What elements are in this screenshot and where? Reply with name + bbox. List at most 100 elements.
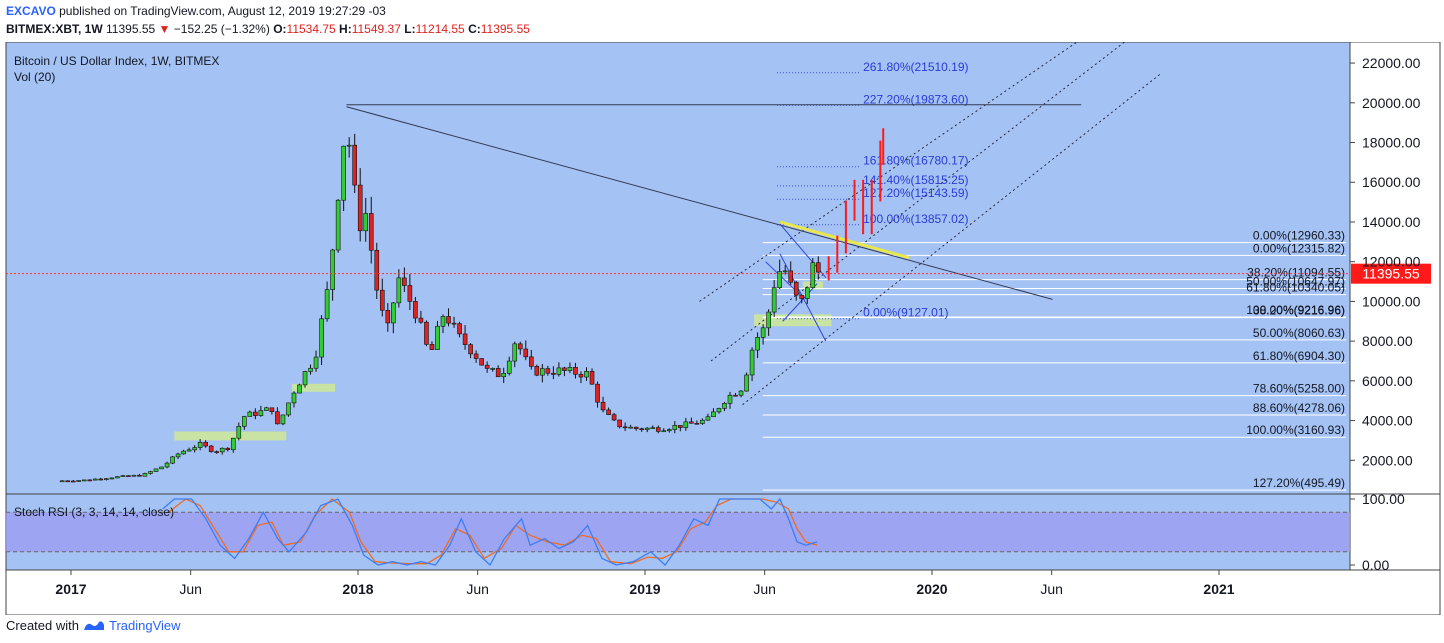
candle-up <box>264 407 269 411</box>
candle-down <box>225 447 231 451</box>
high-label: H: <box>339 22 352 36</box>
chart-svg[interactable]: 0.00%(12960.33)0.00%(12315.82) 38.20%(110… <box>0 42 1444 615</box>
candle-down <box>495 368 501 378</box>
last-price-tag <box>1351 263 1431 284</box>
candle-up <box>308 367 313 372</box>
candle-down <box>98 478 104 481</box>
fib-extension-label: 161.80%(16780.17) <box>863 154 968 168</box>
fib-level-label: 100.00%(3160.93) <box>1246 423 1345 437</box>
candle-up <box>727 394 733 404</box>
last-price-tag-label: 11395.55 <box>1362 266 1420 282</box>
price-tick-label: 2000.00 <box>1362 452 1413 468</box>
candle-up <box>363 213 369 232</box>
candle-down <box>374 249 380 291</box>
candle-up <box>104 478 109 480</box>
candle-down <box>357 184 363 232</box>
candle-down <box>639 428 644 431</box>
candle-up <box>159 466 164 470</box>
candle-down <box>203 442 208 447</box>
pattern-line <box>782 283 818 322</box>
fib-level-label: 38.20%(9216.96) <box>1253 304 1345 318</box>
stoch-d-line <box>168 498 818 565</box>
candle-down <box>589 371 595 385</box>
trendline-descending <box>346 106 1053 300</box>
candle-down <box>529 356 534 367</box>
candle-up <box>81 479 87 482</box>
candle-down <box>733 394 738 397</box>
candle-up <box>131 474 137 477</box>
candle-up <box>804 287 810 299</box>
candle-down <box>379 289 385 311</box>
candle-down <box>694 422 700 425</box>
close-label: C: <box>468 22 481 36</box>
candle-down <box>633 426 639 430</box>
candle-down <box>137 474 142 477</box>
time-tick-label: 2020 <box>916 581 947 597</box>
candle-down <box>269 407 275 413</box>
candle-up <box>771 287 777 313</box>
candle-down <box>578 374 584 378</box>
price-axis[interactable] <box>1350 42 1440 570</box>
candle-up <box>391 302 396 324</box>
candle-down <box>562 367 567 371</box>
candle-up <box>810 262 816 289</box>
candle-up <box>230 437 236 451</box>
close-value: 11395.55 <box>480 22 530 36</box>
fib-extension-label: 100.00%(13857.02) <box>863 212 968 226</box>
candle-up <box>782 270 788 273</box>
candle-up <box>192 447 197 451</box>
candle-down <box>457 323 462 335</box>
candle-down <box>446 316 451 324</box>
open-value: 11534.75 <box>286 22 336 36</box>
candle-down <box>517 343 523 350</box>
open-label: O: <box>273 22 287 36</box>
candle-up <box>738 390 744 396</box>
fib-level-label: 38.20%(11094.55) <box>1247 266 1345 280</box>
fib-level-label: 78.60%(5258.00) <box>1253 382 1345 396</box>
candle-down <box>208 445 214 452</box>
tradingview-brand[interactable]: TradingView <box>108 618 181 633</box>
candle-up <box>302 371 308 386</box>
candle-up <box>297 384 302 394</box>
candle-down <box>214 451 220 453</box>
last-price: 11395.55 <box>106 22 156 36</box>
candle-down <box>473 353 479 359</box>
price-tick-label: 20000.00 <box>1362 95 1421 111</box>
fib-extension-label: 0.00%(9127.01) <box>863 306 948 320</box>
candle-down <box>617 419 622 428</box>
fib-level-label: 127.20%(495.49) <box>1253 476 1345 490</box>
legend-volume: Vol (20) <box>14 70 55 84</box>
fib-extension-label: 261.80%(21510.19) <box>863 60 968 74</box>
candle-up <box>440 316 446 327</box>
fib-level-label: 88.60%(4278.06) <box>1253 401 1345 415</box>
candle-up <box>650 427 656 429</box>
candle-up <box>153 468 159 472</box>
candle-up <box>313 356 319 369</box>
channel-line <box>742 72 1162 406</box>
candle-up <box>186 449 192 452</box>
candle-down <box>788 270 794 283</box>
candle-up <box>490 368 495 370</box>
highlight-zone <box>174 431 287 441</box>
candle-down <box>253 411 258 416</box>
candle-up <box>501 372 507 378</box>
publish-header: EXCAVO published on TradingView.com, Aug… <box>6 4 386 18</box>
publish-info: published on TradingView.com, August 12,… <box>55 4 386 18</box>
candle-up <box>666 429 672 432</box>
author-name[interactable]: EXCAVO <box>6 4 56 18</box>
chart-frame <box>5 42 1441 615</box>
candle-up <box>247 411 253 417</box>
candle-up <box>280 414 286 425</box>
candle-down <box>523 348 529 358</box>
fib-level-label: 61.80%(10340.05) <box>1246 281 1345 295</box>
candle-down <box>799 294 805 299</box>
candle-up <box>512 343 518 362</box>
price-tick-label: 18000.00 <box>1362 135 1421 151</box>
created-with-label: Created with <box>6 618 79 633</box>
candle-up <box>170 456 175 464</box>
candle-up <box>556 367 562 375</box>
candle-up <box>584 371 589 378</box>
price-tick-label: 10000.00 <box>1362 293 1421 309</box>
stoch-tick-label: 100.00 <box>1362 491 1405 507</box>
stoch-rsi-label: Stoch RSI (3, 3, 14, 14, close) <box>14 505 174 519</box>
